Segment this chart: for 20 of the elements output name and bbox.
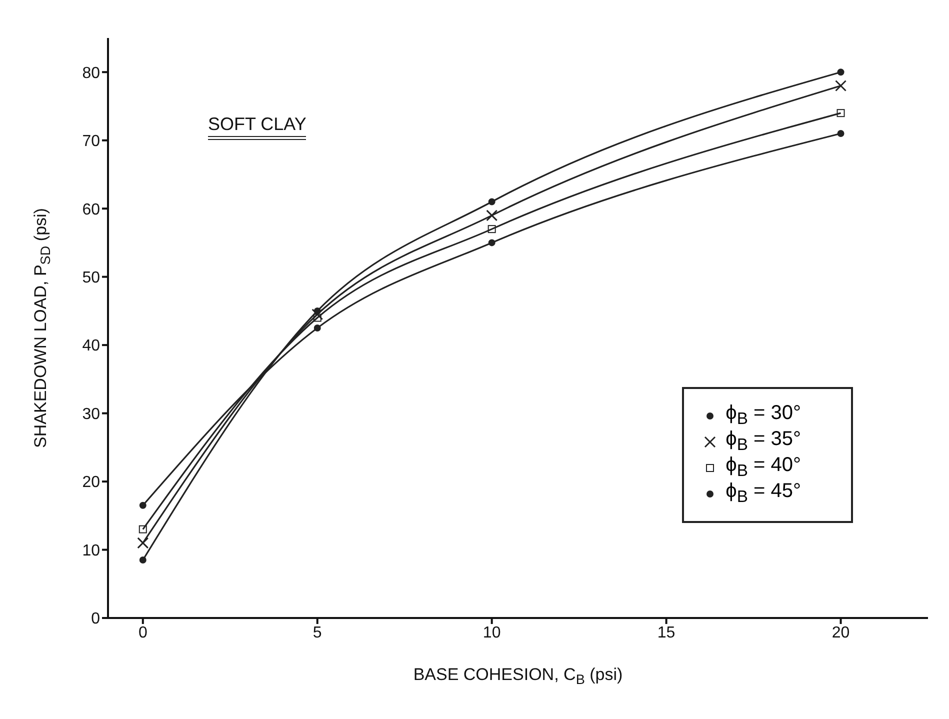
legend-label: ϕ$_{B}$ = 40° <box>726 454 801 481</box>
x-tick-label: 20 <box>832 624 850 642</box>
y-tick-label: 20 <box>82 474 100 492</box>
y-tick-label: 40 <box>82 338 100 355</box>
legend-label: ϕ$_{B}$ = 45° <box>726 480 801 507</box>
x-tick-label: 10 <box>482 624 501 642</box>
legend-label: ϕ$_{B}$ = 30° <box>726 402 801 429</box>
legend-label: ϕ$_{B}$ = 35° <box>726 428 801 455</box>
x-tick-label: 15 <box>657 624 676 642</box>
y-tick-label: 30 <box>82 406 100 423</box>
annotation: SOFT CLAY <box>208 114 306 134</box>
y-tick-label: 10 <box>82 542 100 560</box>
y-tick-label: 70 <box>82 133 100 150</box>
x-axis-title: BASE COHESION, C$_{B}$ (psi) <box>413 665 623 686</box>
y-tick-label: 50 <box>82 270 100 287</box>
x-tick-label: 5 <box>312 624 322 642</box>
y-tick-label: 60 <box>82 201 100 218</box>
x-tick-label: 0 <box>138 624 148 642</box>
y-tick-label: 80 <box>82 64 100 82</box>
y-tick-label: 0 <box>91 610 100 628</box>
